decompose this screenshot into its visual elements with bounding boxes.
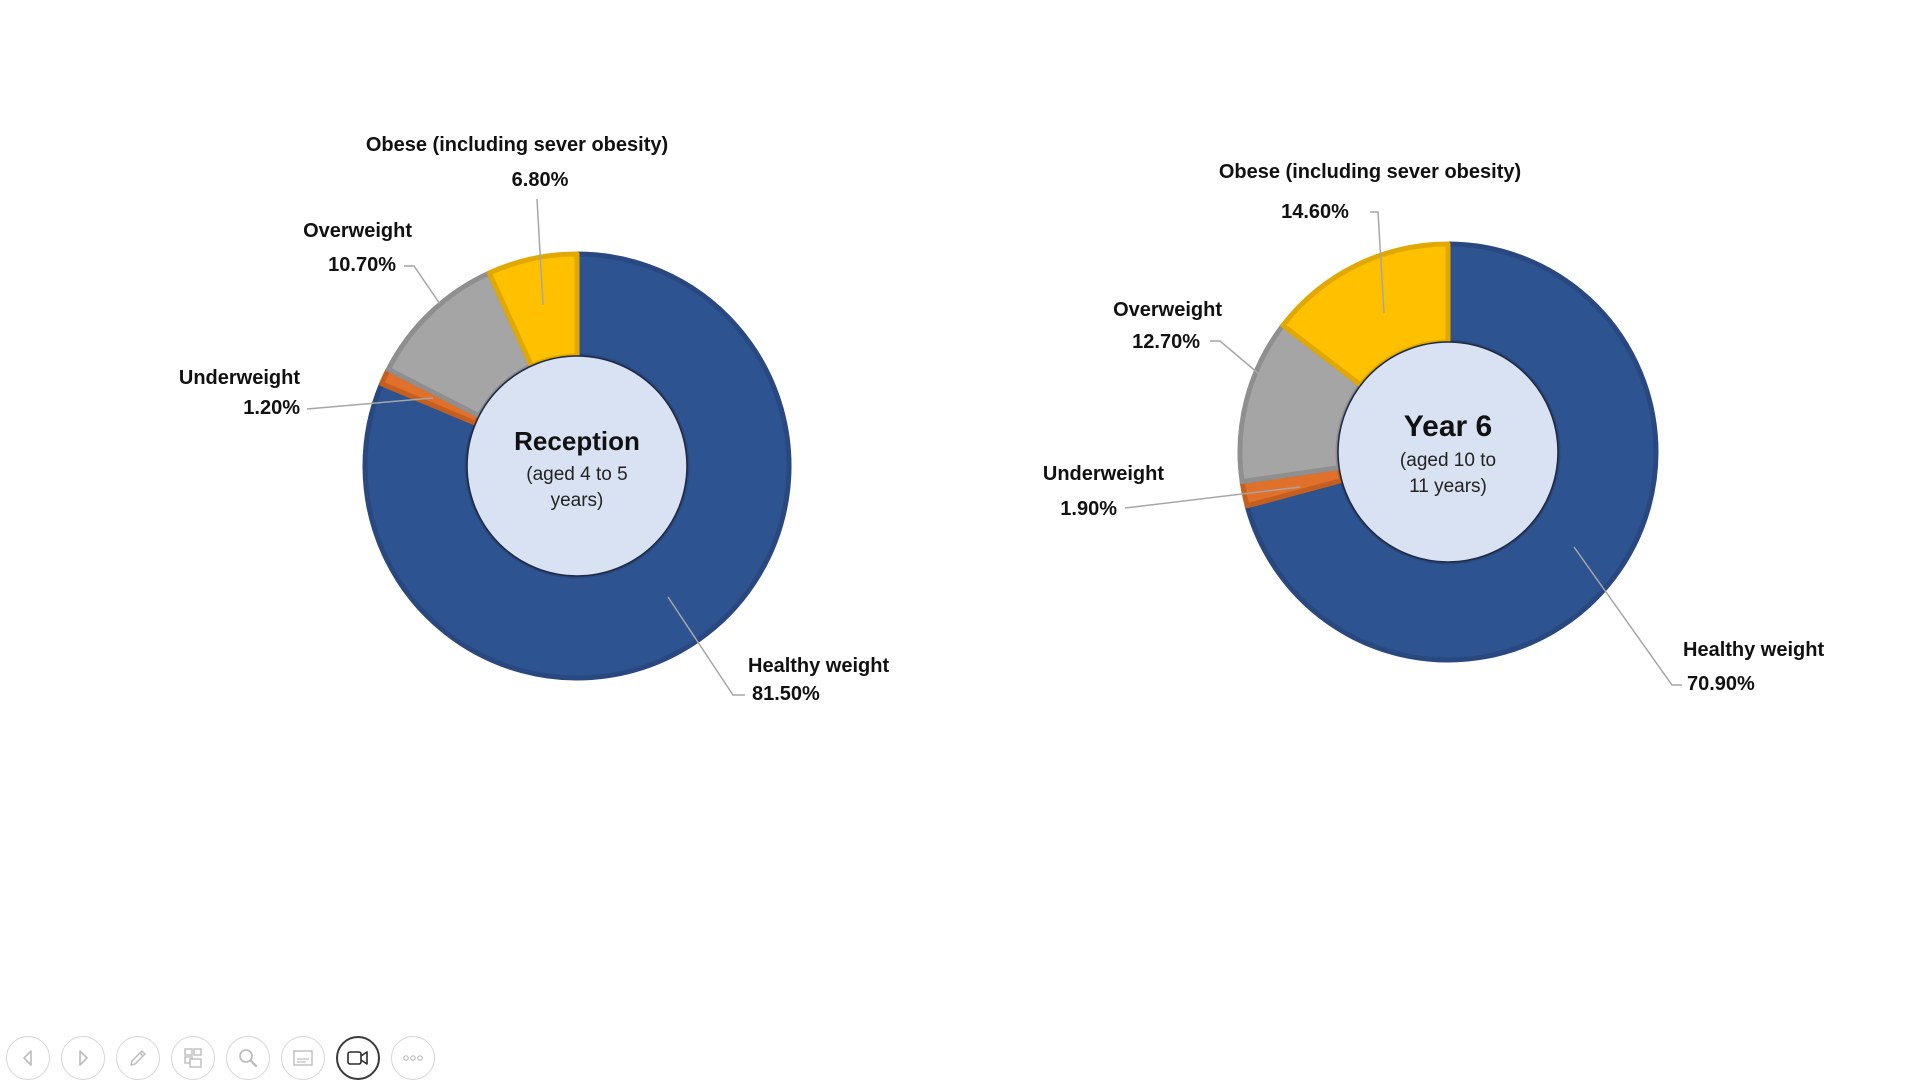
donut-center-subtitle: 11 years) (1409, 476, 1487, 497)
next-slide-icon (79, 1050, 88, 1066)
value-label-healthy-weight: 81.50% (752, 683, 820, 705)
leader-line (536, 198, 544, 306)
donut-chart-reception: Reception (aged 4 to 5 years) Healthy weigh… (179, 134, 890, 705)
donut-center-subtitle: (aged 4 to 5 (526, 464, 627, 485)
leader-line (1124, 486, 1301, 509)
leader-line (1370, 211, 1385, 314)
category-label-overweight: Overweight (1113, 299, 1222, 321)
category-label-obese: Obese (including sever obesity) (1219, 161, 1521, 183)
donut-center-subtitle: years) (551, 490, 604, 511)
leader-line (306, 397, 434, 410)
see-all-slides-button[interactable] (171, 1036, 215, 1080)
more-options-button[interactable] (391, 1036, 435, 1080)
donut-center (1337, 341, 1559, 563)
category-label-underweight: Underweight (1043, 463, 1164, 485)
subtitles-icon (293, 1050, 313, 1066)
value-label-obese: 14.60% (1281, 201, 1349, 223)
donut-chart-year-6: Year 6 (aged 10 to 11 years) Healthy weight… (1043, 161, 1825, 695)
previous-slide-button[interactable] (6, 1036, 50, 1080)
subtitles-button[interactable] (281, 1036, 325, 1080)
donut-center-title: Year 6 (1404, 410, 1492, 443)
category-label-healthy-weight: Healthy weight (748, 655, 889, 677)
slideshow-toolbar (6, 1036, 435, 1082)
donut-center-title: Reception (514, 426, 640, 456)
category-label-healthy-weight: Healthy weight (1683, 639, 1824, 661)
value-label-healthy-weight: 70.90% (1687, 673, 1755, 695)
next-slide-button[interactable] (61, 1036, 105, 1080)
zoom-icon (239, 1049, 258, 1068)
value-label-overweight: 12.70% (1132, 331, 1200, 353)
previous-slide-icon (23, 1050, 32, 1066)
pen-icon (130, 1050, 146, 1066)
value-label-obese: 6.80% (512, 169, 569, 191)
value-label-underweight: 1.90% (1060, 498, 1117, 520)
leader-line (1210, 340, 1266, 380)
leader-line (667, 596, 745, 696)
camera-button[interactable] (336, 1036, 380, 1080)
donut-center-subtitle: (aged 10 to (1400, 450, 1496, 471)
value-label-underweight: 1.20% (243, 397, 300, 419)
camera-icon (347, 1051, 368, 1065)
charts-canvas: Reception (aged 4 to 5 years) Healthy weigh… (179, 134, 1825, 705)
value-label-overweight: 10.70% (328, 254, 396, 276)
category-label-overweight: Overweight (303, 220, 412, 242)
leader-line (1573, 546, 1682, 686)
more-options-icon (403, 1055, 423, 1061)
zoom-button[interactable] (226, 1036, 270, 1080)
category-label-underweight: Underweight (179, 367, 300, 389)
pen-button[interactable] (116, 1036, 160, 1080)
category-label-obese: Obese (including sever obesity) (366, 134, 668, 156)
leader-line (404, 265, 441, 305)
see-all-slides-icon (184, 1048, 202, 1068)
donut-center (466, 355, 688, 577)
